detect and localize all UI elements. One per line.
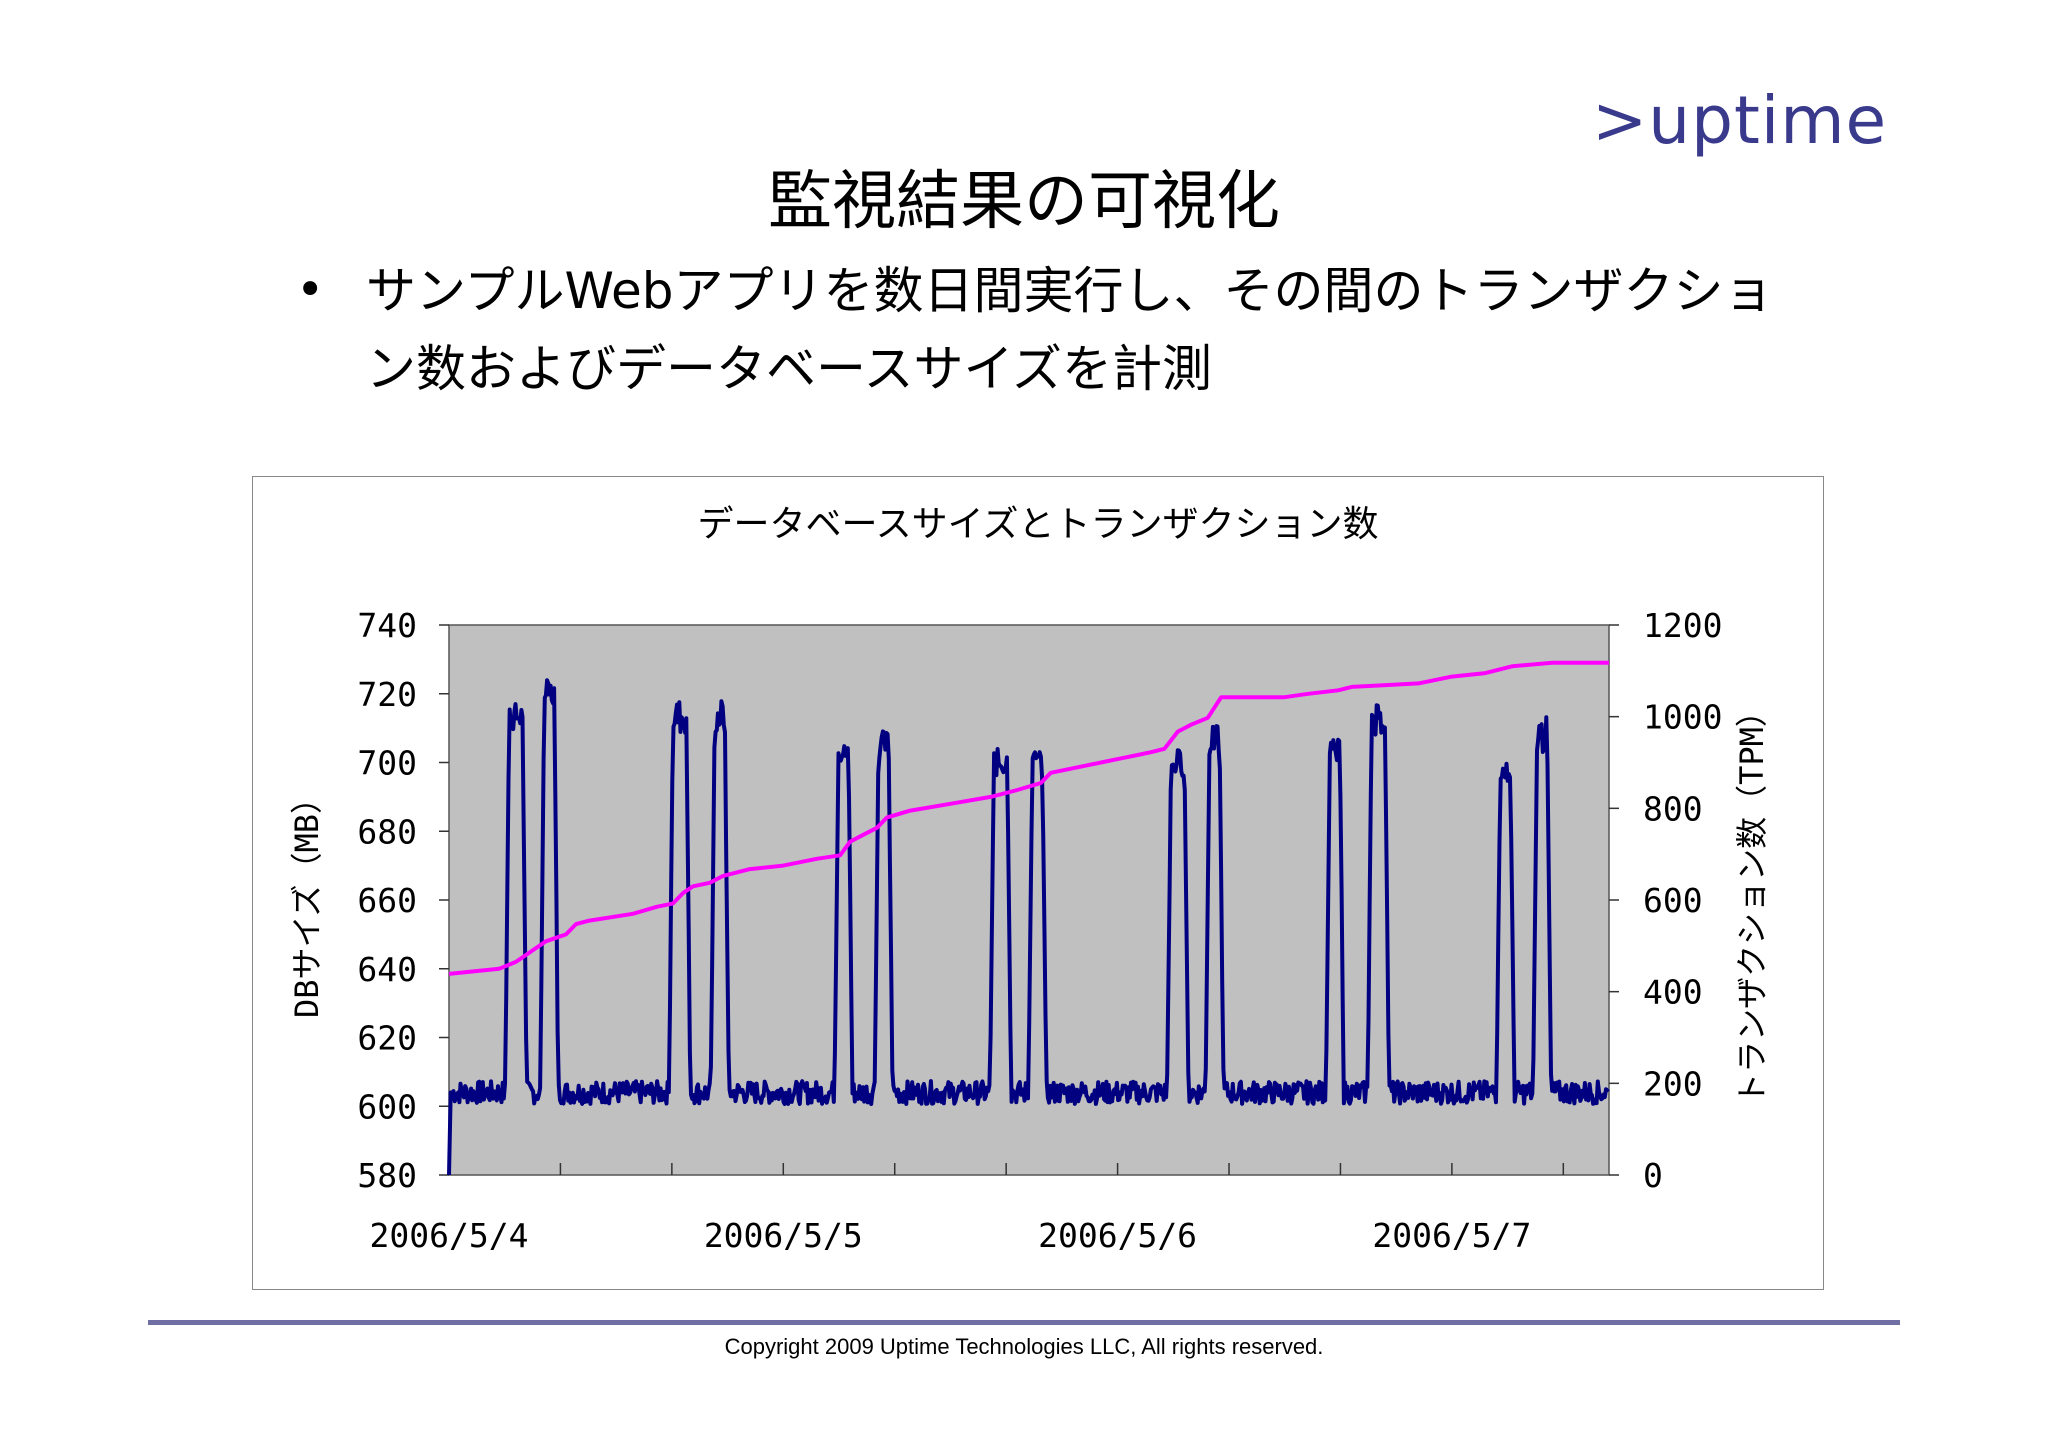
chart-title: データベースサイズとトランザクション数: [697, 504, 1378, 545]
chart-frame: データベースサイズとトランザクション数 740 720 700 680 660 640 62…: [252, 476, 1824, 1290]
x-tick-label: 2006/5/7: [1372, 1216, 1531, 1255]
y2-axis-label: トランザクション数（TPM）: [1733, 695, 1771, 1105]
copyright-footer: Copyright 2009 Uptime Technologies LLC, …: [724, 1334, 1324, 1359]
y-tick-label: 700: [357, 744, 417, 783]
y2-tick-label: 200: [1643, 1064, 1703, 1103]
x-tick-label: 2006/5/6: [1038, 1216, 1197, 1255]
y-tick-label: 620: [357, 1019, 417, 1058]
bullet-marker: •: [296, 262, 325, 318]
x-tick-label: 2006/5/5: [704, 1216, 863, 1255]
y-tick-label: 600: [357, 1087, 417, 1126]
dual-axis-line-chart: データベースサイズとトランザクション数 740 720 700 680 660 640 62…: [288, 504, 1771, 1255]
y-axis-label: DBサイズ（MB）: [288, 782, 326, 1018]
y2-tick-label: 800: [1643, 789, 1703, 828]
y2-tick-label: 1000: [1643, 698, 1722, 737]
y-tick-label: 660: [357, 881, 417, 920]
y-tick-label: 580: [357, 1156, 417, 1195]
slide-title: 監視結果の可視化: [768, 165, 1280, 239]
series-group: [447, 660, 1610, 1176]
y-tick-label: 720: [357, 675, 417, 714]
bullet-text: サンプルWebアプリを数日間実行し、その間のトランザクション数およびデータベース…: [366, 262, 1774, 398]
y2-tick-label: 1200: [1643, 606, 1722, 645]
uptime-logo: >uptime: [1592, 82, 1888, 159]
y2-tick-label: 600: [1643, 881, 1703, 920]
y2-tick-label: 400: [1643, 973, 1703, 1012]
axes-group: 740 720 700 680 660 640 620 600 580 1200 1000 800 60…: [357, 606, 1722, 1255]
db-size-series-line: [448, 660, 1609, 976]
y-tick-label: 740: [357, 606, 417, 645]
y-tick-label: 640: [357, 950, 417, 989]
y-tick-label: 680: [357, 812, 417, 851]
footer-rule: [148, 1320, 1900, 1325]
x-tick-label: 2006/5/4: [370, 1216, 529, 1255]
y2-tick-label: 0: [1643, 1156, 1663, 1195]
tpm-series-line: [447, 678, 1610, 1176]
